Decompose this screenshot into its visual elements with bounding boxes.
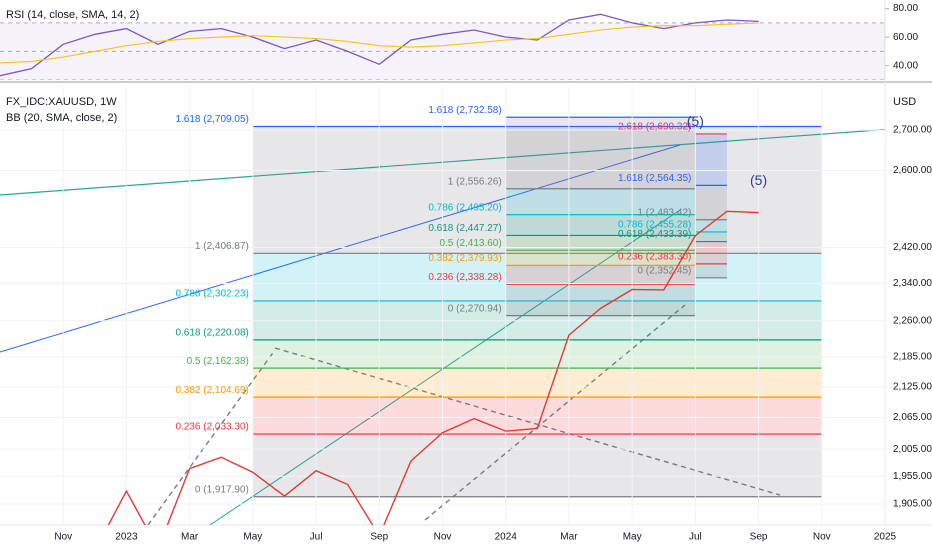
fib-label: 1 (2,483.42) xyxy=(637,207,691,218)
fib-zone xyxy=(252,368,822,398)
x-tick-label: Sep xyxy=(750,532,768,543)
fib-zone xyxy=(505,265,696,285)
y-tick-label: 2,260.00 xyxy=(893,315,932,326)
fib-zone xyxy=(505,235,696,251)
y-tick-label: 2,065.00 xyxy=(893,412,932,423)
fib-label: 0.618 (2,447.27) xyxy=(428,223,501,234)
x-tick-label: Nov xyxy=(813,532,831,543)
fib-label: 0.5 (2,162.38) xyxy=(187,356,249,367)
x-tick-label: Jul xyxy=(310,532,323,543)
fib-label: 0.236 (2,338.28) xyxy=(428,272,501,283)
fib-zone xyxy=(505,284,696,316)
axes: 80.00 60.00 40.00 2,700.00 2,600.00 2,420.00 2… xyxy=(54,3,932,542)
x-tick-label: 2023 xyxy=(115,532,138,543)
rsi-plot xyxy=(0,13,885,80)
fib-label: 0.236 (2,383.30) xyxy=(618,251,691,262)
fib-zone xyxy=(252,434,822,497)
trend-line xyxy=(0,144,681,353)
x-tick-label: 2024 xyxy=(495,532,518,543)
y-tick-label: 2,420.00 xyxy=(893,242,932,253)
fib-zone xyxy=(252,339,822,369)
fib-zone xyxy=(505,188,696,215)
fib-zone xyxy=(505,250,696,266)
fib-label: 0.382 (2,379.93) xyxy=(428,253,501,264)
x-tick-label: Mar xyxy=(560,532,578,543)
fib-label: 0 (2,352.45) xyxy=(637,265,691,276)
y-tick-label: 80.00 xyxy=(893,3,918,14)
y-tick-label: 2,340.00 xyxy=(893,278,932,289)
price-plot xyxy=(0,85,885,525)
series-line xyxy=(0,22,759,64)
fib-zone xyxy=(695,185,727,220)
fib-label: 1.618 (2,732.58) xyxy=(428,105,501,116)
fib-label: 2.618 (2,690.32) xyxy=(618,122,691,133)
y-tick-label: 2,600.00 xyxy=(893,165,932,176)
dashed-trend-line xyxy=(147,349,276,525)
fib-label: 0.382 (2,104.69) xyxy=(175,385,248,396)
y-tick-label: 2,185.00 xyxy=(893,352,932,363)
fib-label: 0.786 (2,455.28) xyxy=(618,220,691,231)
fib-label: 0.786 (2,495.20) xyxy=(428,202,501,213)
x-tick-label: 2025 xyxy=(874,532,897,543)
fib-label: 0.618 (2,433.39) xyxy=(618,229,691,240)
rsi-title: RSI (14, close, SMA, 14, 2) xyxy=(6,9,139,21)
fib-label: 0.236 (2,033.30) xyxy=(175,422,248,433)
fib-label: 0.786 (2,302.23) xyxy=(175,289,248,300)
fib-zone xyxy=(695,231,727,242)
fib-label: 1.618 (2,709.05) xyxy=(175,114,248,125)
fib-label: 0 (1,917.90) xyxy=(195,484,249,495)
y-tick-label: 2,125.00 xyxy=(893,381,932,392)
y-tick-label: 60.00 xyxy=(893,32,918,43)
fib-zone xyxy=(695,263,727,278)
wave-label: (5) xyxy=(687,113,704,129)
x-tick-label: Sep xyxy=(370,532,388,543)
x-tick-label: Jul xyxy=(689,532,702,543)
y-tick-label: 1,955.00 xyxy=(893,471,932,482)
annotations: 1.618 (2,709.05) 1 (2,406.87) 0.786 (2,302… xyxy=(175,105,767,496)
fib-label: 1 (2,406.87) xyxy=(195,241,249,252)
y-tick-label: 2,700.00 xyxy=(893,125,932,136)
y-tick-label: 1,905.00 xyxy=(893,499,932,510)
fib-label: 0.618 (2,220.08) xyxy=(175,328,248,339)
currency-label: USD xyxy=(893,96,916,108)
x-tick-label: Mar xyxy=(181,532,199,543)
x-tick-label: Nov xyxy=(434,532,452,543)
fib-zone xyxy=(695,241,727,264)
trend-line xyxy=(0,128,885,196)
fib-label: 1.618 (2,564.35) xyxy=(618,173,691,184)
x-tick-label: Nov xyxy=(54,532,72,543)
trend-line xyxy=(209,209,681,525)
wave-label: (5) xyxy=(750,172,767,188)
indicator-title: BB (20, SMA, close, 2) xyxy=(6,112,117,124)
y-tick-label: 40.00 xyxy=(893,60,918,71)
fib-zone xyxy=(695,133,727,186)
chart-title: FX_IDC:XAUUSD, 1W xyxy=(6,96,117,108)
series-line xyxy=(107,210,759,525)
y-tick-label: 2,005.00 xyxy=(893,444,932,455)
fib-zone xyxy=(505,117,696,189)
x-tick-label: May xyxy=(623,532,642,543)
x-tick-label: May xyxy=(243,532,262,543)
fib-label: 1 (2,556.26) xyxy=(448,176,502,187)
fib-zone xyxy=(505,214,696,236)
series-line xyxy=(0,13,759,77)
dashed-trend-line xyxy=(424,304,686,521)
fib-label: 0.5 (2,413.60) xyxy=(439,238,501,249)
fib-label: 0 (2,270.94) xyxy=(448,303,502,314)
fib-zone xyxy=(695,219,727,232)
fib-zone xyxy=(252,253,822,301)
dashed-trend-line xyxy=(274,347,781,496)
